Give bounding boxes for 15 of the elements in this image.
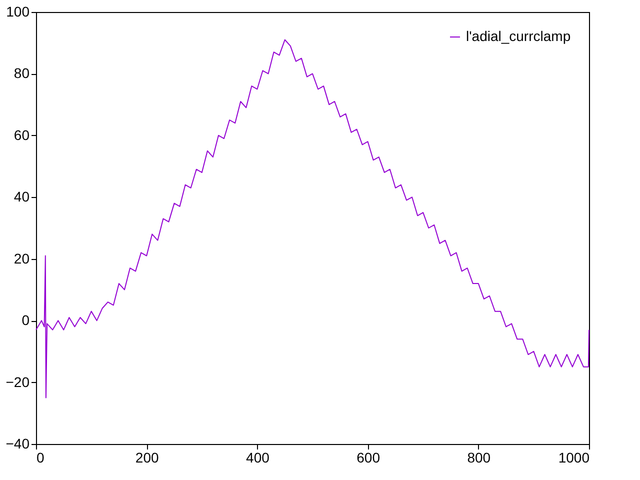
x-tick-label: 600 xyxy=(356,450,380,466)
y-tick-label: 40 xyxy=(14,188,30,205)
y-tick-label: 100 xyxy=(6,4,30,20)
x-tick-label: 1000 xyxy=(558,450,590,466)
y-tick-label: 0 xyxy=(22,312,30,328)
y-tick-label: −40 xyxy=(6,436,30,452)
y-tick-label: −20 xyxy=(6,374,30,390)
legend-label: l'adial_currclamp xyxy=(466,28,571,44)
y-tick-label: 60 xyxy=(14,126,30,143)
x-tick-label: 800 xyxy=(467,450,491,466)
y-tick-label: 80 xyxy=(14,65,30,82)
x-tick-label: 400 xyxy=(246,450,270,466)
x-tick-label: 200 xyxy=(135,450,159,466)
y-tick-label: 20 xyxy=(14,250,30,266)
x-tick-label: 0 xyxy=(36,450,44,466)
